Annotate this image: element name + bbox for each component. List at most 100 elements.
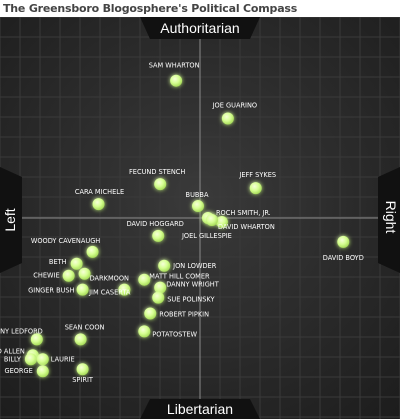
- axis-label-top: Authoritarian: [160, 20, 239, 36]
- point-label: BETH: [49, 258, 67, 266]
- point-danny-wright: DANNY WRIGHT: [154, 281, 220, 294]
- top-axis-tab: [140, 17, 260, 39]
- point-label: CHEWIE: [33, 272, 59, 280]
- data-points: SAM WHARTON JOE GUARINO FECUND STENCH JEFF …: [0, 62, 364, 385]
- point-marker: [158, 259, 171, 272]
- point-marker: [221, 112, 234, 125]
- point-label: BILLY: [4, 355, 22, 363]
- point-sue-polinsky: SUE POLINSKY: [152, 291, 215, 304]
- point-sam-wharton: SAM WHARTON: [149, 62, 200, 87]
- point-label: GINGER BUSH: [28, 287, 74, 295]
- point-marker: [36, 365, 49, 378]
- point-jeff-sykes: JEFF SYKES: [238, 171, 276, 195]
- point-label: WOODY CAVENAUGH: [31, 237, 100, 245]
- point-jim-caserta: JIM CASERTA: [88, 283, 131, 297]
- point-label: JOE GUARINO: [212, 102, 258, 110]
- point-marker: [30, 333, 43, 346]
- point-marker: [74, 333, 87, 346]
- chart-title: The Greensboro Blogosphere's Political C…: [3, 2, 298, 15]
- point-marker: [170, 74, 183, 87]
- point-label: JIM CASERTA: [88, 289, 131, 297]
- point-marker: [154, 178, 167, 191]
- point-label: JEFF SYKES: [238, 171, 276, 179]
- point-david-wharton: DAVID WHARTON: [215, 215, 275, 231]
- point-marker: [154, 281, 167, 294]
- point-label: CARA MICHELE: [75, 188, 124, 196]
- point-label: JOEL GILLESPIE: [181, 232, 232, 240]
- point-label: SUE POLINSKY: [167, 296, 215, 304]
- point-marker: [138, 325, 151, 338]
- point-label: SPIRIT: [72, 376, 94, 384]
- point-tony-ledford: TONY LEDFORD: [0, 327, 43, 346]
- point-label: SAM WHARTON: [149, 62, 200, 70]
- point-label: DAVID ALLEN: [0, 347, 25, 355]
- point-marker: [92, 198, 105, 211]
- point-marker: [78, 267, 91, 280]
- point-spirit: SPIRIT: [72, 363, 94, 384]
- point-marker: [249, 182, 262, 195]
- point-cara-michele: CARA MICHELE: [75, 188, 124, 211]
- point-label: FECUND STENCH: [129, 168, 185, 176]
- point-potatostew: POTATOSTEW: [138, 325, 198, 338]
- point-marker: [70, 257, 83, 270]
- right-axis-tab: [378, 167, 400, 273]
- point-label: MATT HILL COMER: [149, 273, 210, 281]
- left-axis-tab: [0, 167, 22, 273]
- point-billy: BILLY: [4, 353, 37, 366]
- axis-tabs: Authoritarian Libertarian Left Right: [0, 17, 400, 419]
- point-marker: [205, 213, 218, 226]
- point-label: ROBERT PIPKIN: [159, 311, 209, 319]
- point-label: POTATOSTEW: [152, 330, 197, 338]
- point-marker: [86, 245, 99, 258]
- point-label: BUBBA: [186, 191, 209, 199]
- point-label: SEAN COON: [65, 323, 105, 331]
- point-ginger-bush: GINGER BUSH: [28, 283, 89, 296]
- point-label: DAVID HOGGARD: [127, 220, 184, 228]
- point-george: GEORGE: [4, 365, 49, 378]
- point-fecund-stench: FECUND STENCH: [129, 168, 185, 191]
- point-label: DAVID BOYD: [323, 254, 364, 262]
- point-label: JON LOWDER: [172, 262, 217, 270]
- point-marker: [118, 283, 131, 296]
- point-david-boyd: DAVID BOYD: [323, 235, 364, 262]
- point-marker: [152, 291, 165, 304]
- point-marker: [36, 353, 49, 366]
- point-jon-lowder: JON LOWDER: [158, 259, 217, 272]
- point-label: GEORGE: [4, 367, 32, 375]
- axis-label-left: Left: [2, 208, 18, 231]
- point-matt-hill-comer: MATT HILL COMER: [138, 273, 210, 286]
- point-label: TONY LEDFORD: [0, 327, 43, 335]
- point-marker: [76, 363, 89, 376]
- point-marker: [215, 215, 228, 228]
- point-chewie: CHEWIE: [33, 269, 75, 282]
- point-label: DANNY WRIGHT: [166, 281, 220, 289]
- point-marker: [138, 273, 151, 286]
- bottom-axis-tab: [140, 399, 260, 419]
- point-marker: [24, 353, 37, 366]
- point-label: DARKMOON: [90, 275, 129, 283]
- point-marker: [144, 307, 157, 320]
- point-joe-guarino: JOE GUARINO: [212, 102, 258, 125]
- point-marker: [337, 235, 350, 248]
- point-label: ROCH SMITH, JR.: [216, 209, 271, 217]
- point-marker: [152, 229, 165, 242]
- point-bubba: BUBBA: [186, 191, 209, 213]
- point-woody-cavenaugh: WOODY CAVENAUGH: [31, 237, 100, 258]
- point-david-hoggard: DAVID HOGGARD: [127, 220, 184, 242]
- point-marker: [192, 200, 205, 213]
- axis-label-bottom: Libertarian: [167, 401, 233, 417]
- point-label: LAURIE: [51, 355, 75, 363]
- point-darkmoon: DARKMOON: [78, 267, 129, 283]
- point-beth: BETH: [49, 257, 83, 270]
- point-label: DAVID WHARTON: [218, 223, 275, 231]
- point-marker: [76, 283, 89, 296]
- axis-label-right: Right: [383, 201, 399, 234]
- political-compass-chart: Authoritarian Libertarian Left Right SAM WH…: [0, 17, 400, 419]
- point-laurie: LAURIE: [36, 353, 75, 366]
- point-joel-gillespie: JOEL GILLESPIE: [181, 213, 232, 240]
- point-marker: [62, 269, 75, 282]
- center-axes: [0, 17, 400, 419]
- point-robert-pipkin: ROBERT PIPKIN: [144, 307, 209, 320]
- point-sean-coon: SEAN COON: [65, 323, 105, 346]
